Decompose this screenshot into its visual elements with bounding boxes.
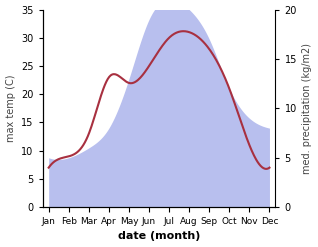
Y-axis label: max temp (C): max temp (C)	[5, 75, 16, 142]
X-axis label: date (month): date (month)	[118, 231, 200, 242]
Y-axis label: med. precipitation (kg/m2): med. precipitation (kg/m2)	[302, 43, 313, 174]
